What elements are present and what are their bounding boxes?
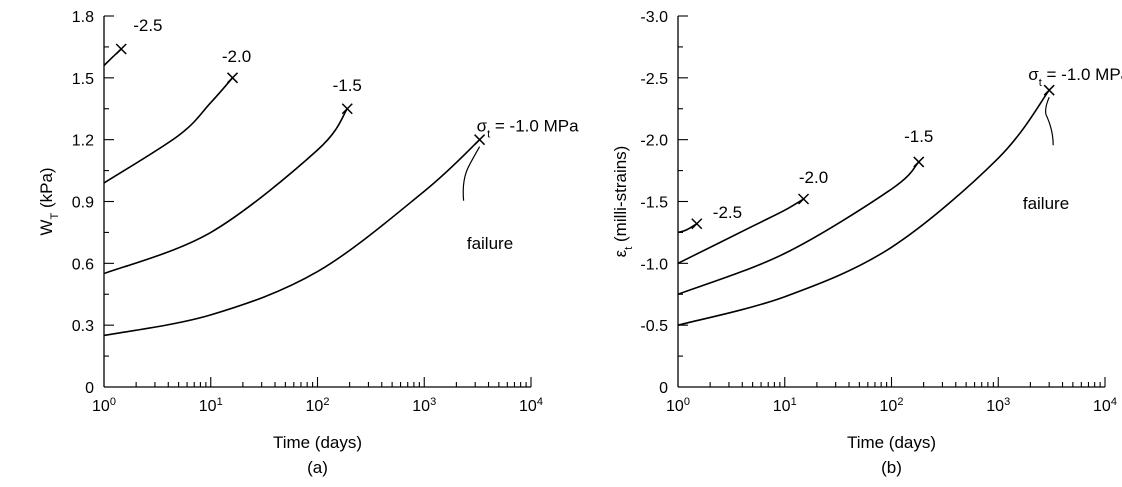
- panel-label: (a): [307, 458, 328, 477]
- series-label: σt = -1.0 MPa: [1028, 65, 1122, 89]
- chart-panel-b: 100 101 102 103 104 0 -0.5 -1.0 -1.5 -2.0 -2.5 -3.0…: [611, 9, 1122, 477]
- x-axis-label: Time (days): [847, 433, 936, 452]
- series-label: -2.0: [222, 47, 251, 66]
- x-tick-label: 104: [519, 396, 543, 415]
- failure-marker: [798, 193, 810, 205]
- failure-annotation: failure: [1023, 194, 1069, 213]
- y-tick-label: 1.8: [72, 9, 94, 26]
- y-tick-label: -3.0: [640, 9, 668, 26]
- panel-label: (b): [881, 458, 902, 477]
- series-line: [103, 77, 234, 184]
- x-axis-label: Time (days): [273, 433, 362, 452]
- y-axis-label: WT (kPa): [37, 167, 61, 235]
- failure-marker: [341, 103, 353, 115]
- failure-marker: [691, 218, 703, 230]
- marker-stroke: [227, 72, 239, 84]
- failure-marker: [913, 156, 925, 168]
- series-label: -2.5: [133, 16, 162, 35]
- series-line: [677, 223, 698, 234]
- x-tick-label: 103: [986, 396, 1010, 415]
- y-tick-label: 0: [85, 380, 94, 397]
- y-tick-label: 1.5: [72, 71, 94, 88]
- marker-stroke: [115, 43, 127, 55]
- x-tick-label: 102: [306, 396, 330, 415]
- series-label: -1.5: [904, 127, 933, 146]
- chart-panel-a: 100 101 102 103 104 0 0.3 0.6 0.9 1.2 1.5 1.8 Time (…: [37, 9, 579, 477]
- x-tick-label: 101: [773, 396, 797, 415]
- y-tick-label: 1.2: [72, 133, 94, 150]
- marker-stroke: [474, 134, 486, 146]
- x-tick-label: 100: [92, 396, 116, 415]
- y-tick-label: -2.5: [640, 71, 668, 88]
- failure-leader: [462, 146, 481, 201]
- y-tick-label: -2.0: [640, 133, 668, 150]
- marker-stroke: [913, 156, 925, 168]
- failure-marker: [1043, 84, 1055, 96]
- failure-marker: [474, 134, 486, 146]
- x-tick-label: 104: [1093, 396, 1117, 415]
- failure-marker: [227, 72, 239, 84]
- marker-stroke: [341, 103, 353, 115]
- y-tick-label: 0: [659, 380, 668, 397]
- y-tick-label: 0.9: [72, 195, 94, 212]
- marker-stroke: [691, 218, 703, 230]
- series-line: [677, 198, 804, 265]
- x-tick-label: 100: [666, 396, 690, 415]
- marker-stroke: [1043, 84, 1055, 96]
- failure-marker: [115, 43, 127, 55]
- marker-stroke: [798, 193, 810, 205]
- x-tick-label: 102: [880, 396, 904, 415]
- failure-leader: [1045, 96, 1054, 146]
- y-tick-label: -1.5: [640, 195, 668, 212]
- series-label: σt = -1.0 MPa: [477, 117, 579, 141]
- x-tick-label: 103: [412, 396, 436, 415]
- series-line: [103, 108, 348, 275]
- series-line: [677, 89, 1050, 326]
- series-line: [677, 161, 920, 296]
- series-label: -2.5: [713, 203, 742, 222]
- y-tick-label: 0.3: [72, 318, 94, 335]
- x-tick-label: 101: [199, 396, 223, 415]
- failure-annotation: failure: [467, 234, 513, 253]
- y-axis-label: εt (milli-strains): [611, 146, 635, 258]
- series-label: -2.0: [799, 168, 828, 187]
- y-tick-label: -1.0: [640, 256, 668, 273]
- y-tick-label: 0.6: [72, 256, 94, 273]
- series-line: [103, 139, 481, 337]
- y-tick-label: -0.5: [640, 318, 668, 335]
- series-label: -1.5: [333, 76, 362, 95]
